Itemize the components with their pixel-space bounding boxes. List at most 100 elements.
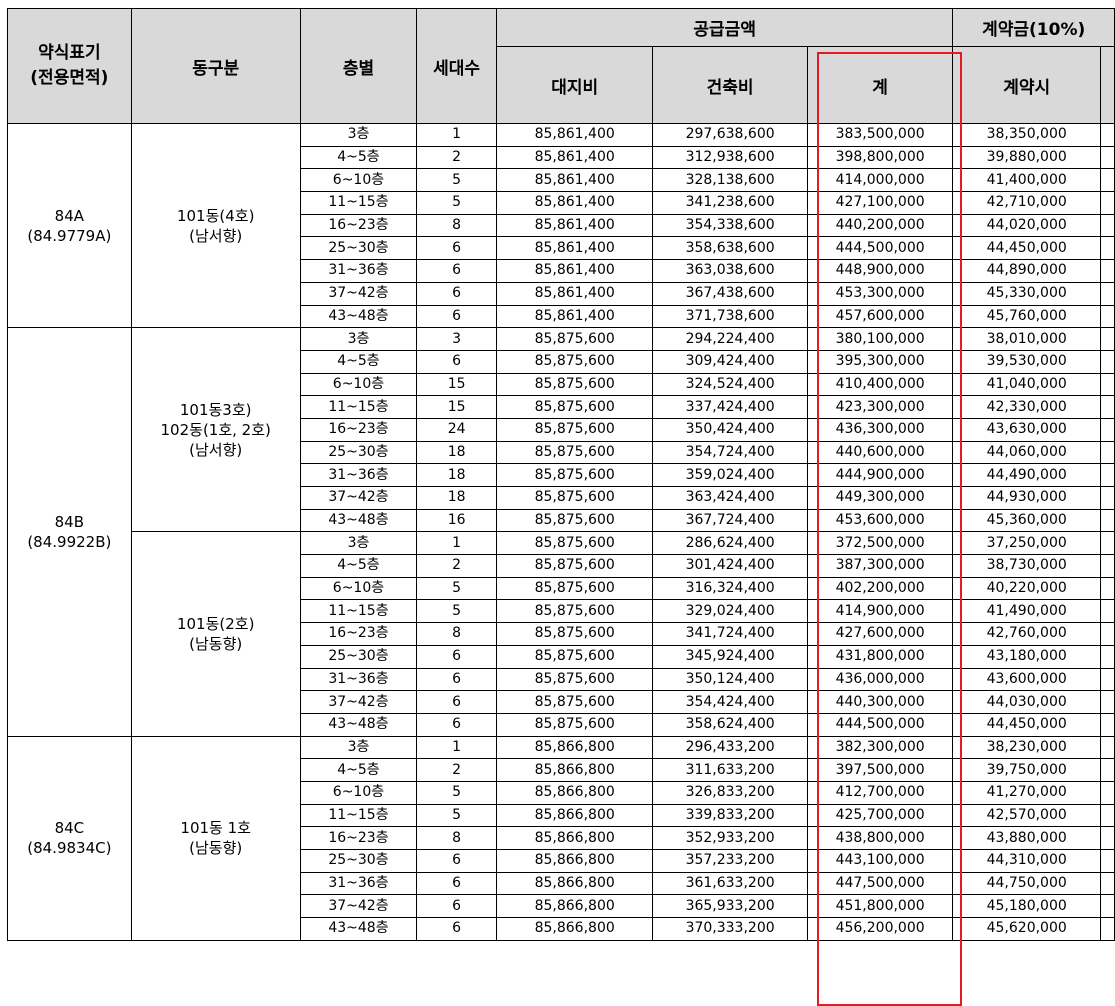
land-cost-cell: 85,866,800: [495, 758, 654, 782]
extra-cell: [1100, 849, 1115, 873]
land-cost-cell: 85,875,600: [495, 712, 654, 737]
land-cost-cell: 85,866,800: [495, 780, 654, 805]
floor-cell: 6~10층: [299, 780, 418, 805]
total-cell: 438,800,000: [806, 826, 954, 850]
table-row: 43~48층 16 85,875,600 367,724,400 453,600,000…: [8, 508, 1115, 533]
building-cost-cell: 370,333,200: [652, 917, 808, 941]
extra-cell: [1100, 145, 1115, 170]
total-cell: 397,500,000: [806, 758, 954, 782]
units-cell: 1: [416, 531, 497, 556]
floor-cell: 25~30층: [299, 644, 418, 669]
land-cost-cell: 85,875,600: [495, 440, 654, 465]
deposit-cell: 45,180,000: [952, 894, 1101, 919]
floor-cell: 25~30층: [299, 440, 418, 465]
building-cost-cell: 297,638,600: [652, 123, 808, 147]
dong-group-cell: 101동 1호 (남동향): [130, 735, 301, 941]
building-cost-cell: 354,338,600: [652, 213, 808, 238]
extra-cell: [1100, 259, 1115, 283]
extra-cell: [1100, 486, 1115, 510]
total-cell: 383,500,000: [806, 123, 954, 147]
floor-cell: 37~42층: [299, 690, 418, 714]
dong-group-cell: 101동(2호) (남동향): [130, 531, 301, 737]
table-row: 31~36층 6 85,861,400 363,038,600 448,900,000 4…: [8, 259, 1115, 283]
floor-cell: 43~48층: [299, 508, 418, 533]
land-cost-cell: 85,875,600: [495, 349, 654, 374]
extra-cell: [1100, 395, 1115, 419]
land-cost-cell: 85,866,800: [495, 894, 654, 919]
building-cost-cell: 363,424,400: [652, 486, 808, 510]
total-cell: 395,300,000: [806, 349, 954, 374]
floor-cell: 6~10층: [299, 168, 418, 193]
extra-cell: [1100, 871, 1115, 896]
floor-cell: 43~48층: [299, 304, 418, 329]
total-cell: 380,100,000: [806, 327, 954, 351]
total-cell: 444,500,000: [806, 236, 954, 261]
total-cell: 440,200,000: [806, 213, 954, 238]
land-cost-cell: 85,861,400: [495, 145, 654, 170]
floor-cell: 31~36층: [299, 871, 418, 896]
extra-cell: [1100, 327, 1115, 351]
total-cell: 449,300,000: [806, 486, 954, 510]
total-cell: 382,300,000: [806, 735, 954, 760]
units-cell: 5: [416, 803, 497, 828]
units-cell: 2: [416, 145, 497, 170]
header-dong: 동구분: [130, 8, 301, 124]
deposit-cell: 39,530,000: [952, 349, 1101, 374]
extra-cell: [1100, 168, 1115, 193]
building-cost-cell: 359,024,400: [652, 463, 808, 487]
floor-cell: 3층: [299, 531, 418, 556]
building-cost-cell: 367,724,400: [652, 508, 808, 533]
units-cell: 6: [416, 667, 497, 692]
land-cost-cell: 85,861,400: [495, 123, 654, 147]
total-cell: 398,800,000: [806, 145, 954, 170]
building-cost-cell: 328,138,600: [652, 168, 808, 193]
extra-cell: [1100, 236, 1115, 261]
type-cell: 84B (84.9922B): [7, 327, 132, 737]
land-cost-cell: 85,875,600: [495, 395, 654, 419]
header-floor: 층별: [299, 8, 418, 124]
building-cost-cell: 324,524,400: [652, 372, 808, 397]
building-cost-cell: 311,633,200: [652, 758, 808, 782]
units-cell: 18: [416, 463, 497, 487]
total-cell: 443,100,000: [806, 849, 954, 873]
total-cell: 414,900,000: [806, 599, 954, 624]
extra-cell: [1100, 803, 1115, 828]
floor-cell: 11~15층: [299, 599, 418, 624]
extra-cell: [1100, 213, 1115, 238]
building-cost-cell: 363,038,600: [652, 259, 808, 283]
table-row: 43~48층 6 85,866,800 370,333,200 456,200,000 4…: [8, 917, 1115, 941]
land-cost-cell: 85,875,600: [495, 486, 654, 510]
header-supply-price: 공급금액: [495, 8, 954, 47]
floor-cell: 37~42층: [299, 281, 418, 306]
floor-cell: 25~30층: [299, 236, 418, 261]
units-cell: 5: [416, 191, 497, 215]
total-cell: 402,200,000: [806, 576, 954, 601]
deposit-cell: 39,750,000: [952, 758, 1101, 782]
floor-cell: 3층: [299, 327, 418, 351]
units-cell: 15: [416, 395, 497, 419]
table-row: 11~15층 5 85,866,800 339,833,200 425,700,000 4…: [8, 803, 1115, 828]
extra-cell: [1100, 712, 1115, 737]
units-cell: 6: [416, 304, 497, 329]
table-row: 16~23층 24 85,875,600 350,424,400 436,300,000…: [8, 417, 1115, 442]
land-cost-cell: 85,875,600: [495, 417, 654, 442]
deposit-cell: 41,400,000: [952, 168, 1101, 193]
header-extra: [1100, 46, 1115, 124]
building-cost-cell: 358,624,400: [652, 712, 808, 737]
deposit-cell: 44,310,000: [952, 849, 1101, 873]
table-row: 6~10층 15 85,875,600 324,524,400 410,400,000 4…: [8, 372, 1115, 397]
header-units: 세대수: [416, 8, 497, 124]
building-cost-cell: 296,433,200: [652, 735, 808, 760]
deposit-cell: 44,030,000: [952, 690, 1101, 714]
price-table-wrapper: 약식표기 (전용면적) 동구분 층별 세대수 공급금액 계약금(10%) 대지비 …: [7, 8, 1115, 1006]
type-cell: 84A (84.9779A): [7, 122, 132, 329]
building-cost-cell: 312,938,600: [652, 145, 808, 170]
building-cost-cell: 350,124,400: [652, 667, 808, 692]
floor-cell: 43~48층: [299, 712, 418, 737]
building-cost-cell: 358,638,600: [652, 236, 808, 261]
units-cell: 5: [416, 599, 497, 624]
table-row: 16~23층 8 85,875,600 341,724,400 427,600,000 4…: [8, 622, 1115, 646]
units-cell: 1: [416, 735, 497, 760]
land-cost-cell: 85,875,600: [495, 463, 654, 487]
extra-cell: [1100, 417, 1115, 442]
